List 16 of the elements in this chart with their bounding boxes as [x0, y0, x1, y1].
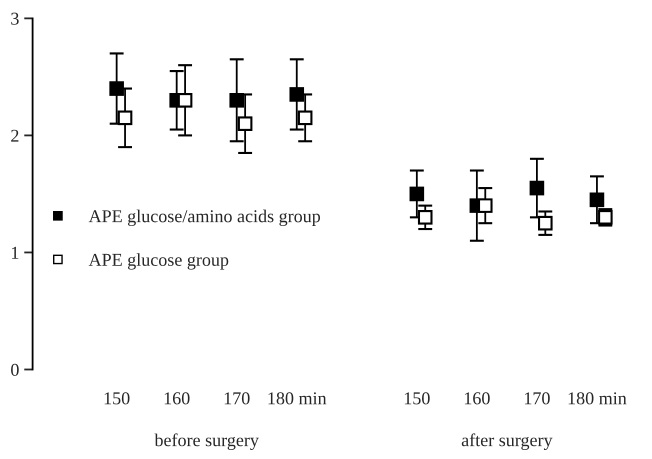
text: after surgery [462, 433, 553, 450]
text: before surgery [154, 433, 259, 450]
x-tick-label: 150 [404, 392, 430, 404]
x-tick-label: 160 [164, 392, 190, 404]
x-tick-label: 180 min [568, 392, 627, 404]
x-tick-label: 180 min [268, 392, 326, 404]
x-tick-label: 150 [104, 392, 130, 404]
y-tick-label: 1 [12, 246, 18, 259]
y-tick-label: 3 [11, 12, 19, 25]
y-tick-label: 0 [11, 364, 19, 376]
x-tick-label: 170 [524, 392, 550, 404]
x-tick-label: 170 [224, 392, 250, 404]
y-tick-label: 2 [11, 130, 18, 142]
legend-label: APE glucose group [88, 253, 228, 270]
x-tick-label: 160 [464, 392, 490, 404]
legend-label: APE glucose/amino acids group [88, 210, 320, 226]
